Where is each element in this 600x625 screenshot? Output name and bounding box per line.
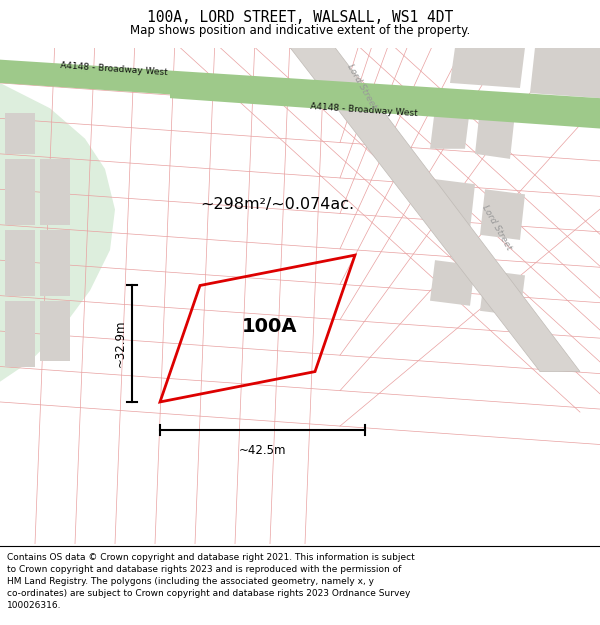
Polygon shape [480, 270, 525, 316]
Polygon shape [480, 189, 525, 240]
Polygon shape [5, 113, 35, 154]
Polygon shape [450, 48, 525, 88]
Text: 100A: 100A [242, 316, 298, 336]
Text: A4148 - Broadway West: A4148 - Broadway West [60, 61, 168, 77]
Text: ~298m²/~0.074ac.: ~298m²/~0.074ac. [200, 197, 354, 212]
Text: 100A, LORD STREET, WALSALL, WS1 4DT: 100A, LORD STREET, WALSALL, WS1 4DT [147, 9, 453, 24]
Text: Contains OS data © Crown copyright and database right 2021. This information is : Contains OS data © Crown copyright and d… [7, 554, 415, 610]
Polygon shape [170, 86, 600, 129]
Text: A4148 - Broadway West: A4148 - Broadway West [310, 102, 418, 118]
Polygon shape [0, 83, 115, 544]
Text: ~42.5m: ~42.5m [239, 444, 286, 457]
Polygon shape [40, 159, 70, 225]
Polygon shape [5, 159, 35, 225]
Polygon shape [40, 301, 70, 361]
Text: Lord Street: Lord Street [480, 204, 513, 252]
Polygon shape [430, 179, 475, 230]
Polygon shape [5, 230, 35, 296]
Text: Map shows position and indicative extent of the property.: Map shows position and indicative extent… [130, 24, 470, 37]
Polygon shape [0, 59, 600, 124]
Polygon shape [430, 260, 475, 306]
Polygon shape [5, 301, 35, 366]
Polygon shape [430, 108, 470, 149]
Text: ~32.9m: ~32.9m [113, 320, 127, 368]
Polygon shape [530, 48, 600, 98]
Polygon shape [290, 48, 580, 372]
Text: Lord Street: Lord Street [345, 62, 378, 110]
Polygon shape [40, 230, 70, 296]
Polygon shape [475, 108, 515, 159]
